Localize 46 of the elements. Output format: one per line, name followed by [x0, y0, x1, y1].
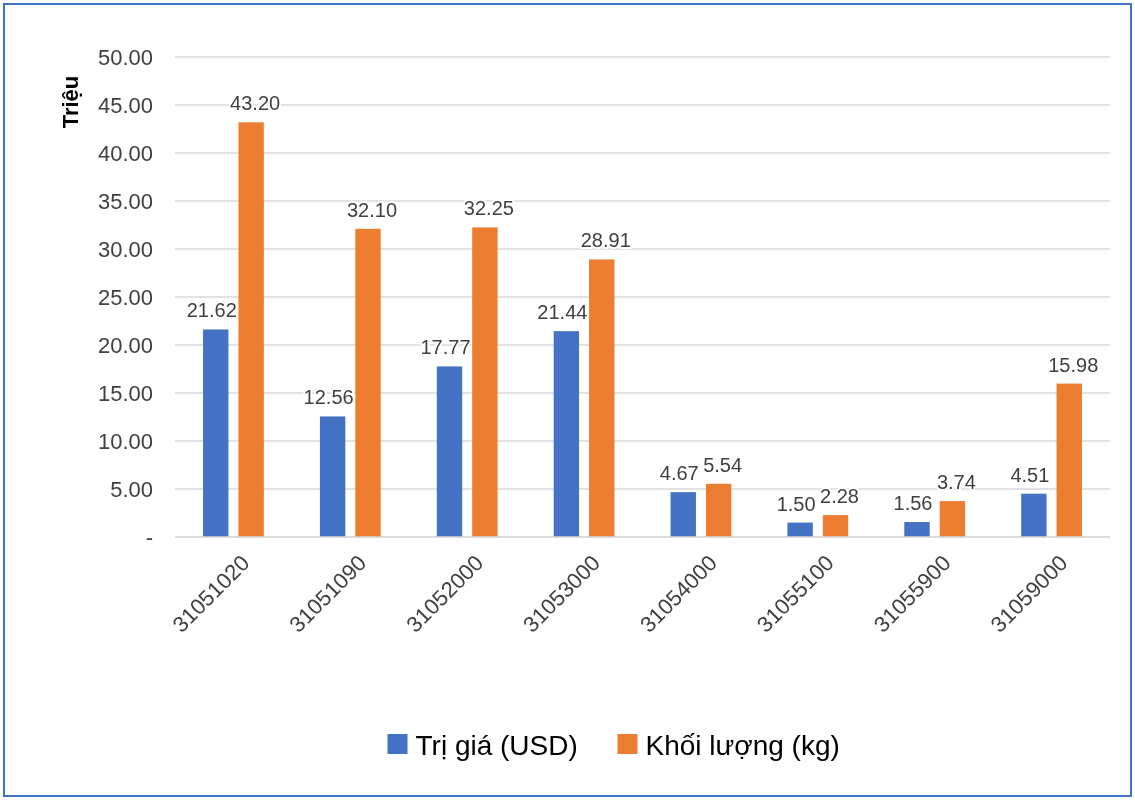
y-tick-label: 10.00: [97, 428, 153, 454]
legend-label: Khối lượng (kg): [645, 729, 840, 761]
y-tick-label: 30.00: [97, 236, 153, 262]
data-label: 12.56: [303, 386, 354, 409]
data-label: 15.98: [1048, 353, 1099, 376]
bar: [553, 331, 580, 537]
bar: [822, 515, 849, 537]
data-label: 32.25: [463, 197, 514, 220]
legend-label: Trị giá (USD): [415, 729, 578, 761]
bar: [670, 492, 696, 537]
data-label: 2.28: [820, 485, 859, 508]
data-label: 1.56: [893, 492, 933, 515]
bar: [589, 259, 615, 537]
bar: [238, 122, 264, 537]
data-label: 3.74: [936, 471, 976, 494]
data-label: 4.67: [659, 462, 699, 485]
bar: [705, 483, 732, 537]
y-tick-label: 40.00: [97, 140, 153, 166]
y-tick-label: 5.00: [110, 476, 153, 502]
bar: [436, 366, 463, 537]
y-tick-label: 15.00: [97, 380, 153, 406]
data-label: 21.62: [186, 299, 237, 322]
bar: [472, 227, 498, 537]
bar: [355, 228, 381, 537]
data-label: 1.50: [776, 492, 816, 515]
bar: [1056, 383, 1082, 537]
y-tick-label: 20.00: [97, 332, 153, 358]
y-tick-label: 25.00: [97, 284, 153, 310]
y-tick-label: -: [145, 524, 153, 550]
bar: [904, 522, 930, 537]
data-label: 32.10: [346, 198, 398, 221]
bar: [203, 329, 229, 537]
data-label: 17.77: [420, 336, 471, 359]
data-label: 43.20: [230, 92, 281, 115]
y-tick-label: 50.00: [97, 44, 153, 70]
data-label: 5.54: [703, 453, 743, 476]
bar: [939, 501, 966, 537]
bar: [1021, 493, 1047, 537]
data-label: 4.51: [1010, 463, 1050, 486]
bar: [787, 522, 813, 537]
data-label: 28.91: [580, 229, 631, 252]
bar: [319, 416, 346, 537]
y-tick-label: 45.00: [97, 92, 153, 118]
y-axis-title: Triệu: [58, 75, 83, 129]
y-tick-label: 35.00: [97, 188, 153, 214]
data-label: 21.44: [537, 301, 588, 324]
